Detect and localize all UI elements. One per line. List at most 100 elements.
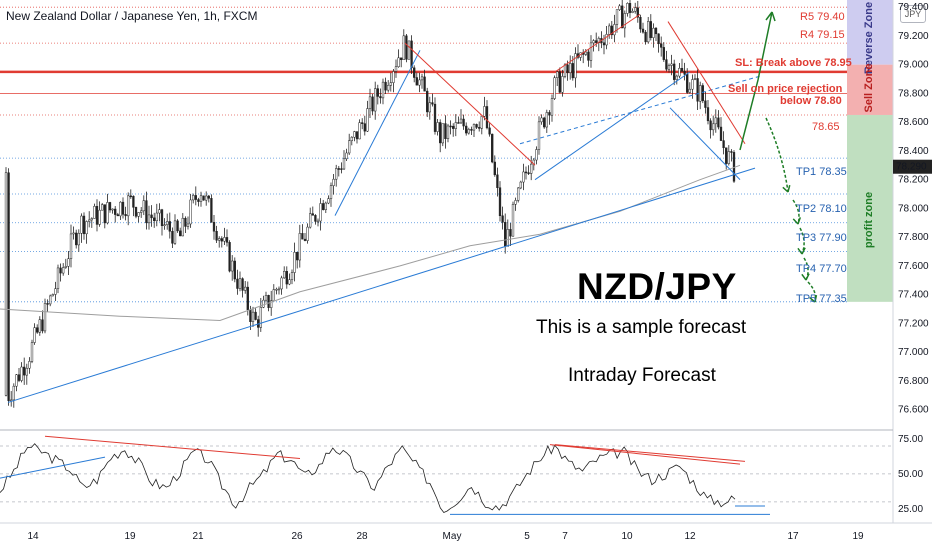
arrow-tp3-head [797,247,806,255]
candle-body [293,251,296,273]
zone-0 [847,0,893,65]
candle-body [501,215,504,223]
candle-body [267,295,270,308]
candle-body [322,203,325,210]
candle-body [519,181,522,189]
price-tick-label: 76.800 [898,376,929,387]
wedge-upper-line [554,13,641,73]
candle-body [441,123,444,144]
price-tick-label: 79.400 [898,2,929,13]
candle-body [701,85,704,102]
candle-body [662,47,665,60]
candle-body [186,223,190,227]
candle-body [402,35,405,60]
candle-body [15,374,18,387]
time-tick-label: 28 [356,531,368,542]
candle-body [384,81,387,91]
candle-body [478,127,481,129]
candle-body [530,163,533,174]
candle-body [400,57,403,60]
sell-zone-label: Sell Zone [863,64,875,113]
candle-body [550,98,554,116]
candle-body [231,260,234,272]
candle-body [353,131,356,138]
arrow-tp2 [792,199,800,225]
candle-body [329,185,333,199]
candle-body [652,27,655,38]
candle-body [605,34,608,46]
candle-body [660,43,663,48]
candle-body [82,215,86,235]
candle-body [59,267,62,274]
candle-body [459,118,463,124]
candle-body [12,385,15,401]
candle-body [407,40,411,60]
arrow-tp3 [799,227,805,255]
currency-badge[interactable]: JPY [900,5,926,23]
candle-body [389,82,392,86]
candle-body [142,200,145,212]
candle-body [584,51,587,55]
level-tp2-label: TP2 78.10 [796,203,847,215]
candle-body [691,79,694,90]
time-tick-label: May [443,531,462,542]
candle-body [498,187,502,217]
candle-body [426,90,429,113]
candle-body [410,40,413,69]
candle-body [272,289,275,301]
candle-body [184,217,187,227]
candle-body [277,288,281,291]
candle-body [433,103,437,132]
zone-2 [847,114,893,302]
candle-body [298,233,301,261]
candle-body [452,125,455,129]
candle-body [41,319,44,332]
candle-body [561,76,564,93]
candle-body [717,117,720,128]
candle-body [132,195,135,208]
candle-body [535,149,538,161]
candle-body [569,63,572,73]
candle-body [504,222,507,247]
candles [4,0,736,408]
candle-body [249,309,252,322]
candle-body [150,214,153,219]
candle-body [137,212,140,217]
candle-body [667,65,671,70]
candle-body [4,172,8,396]
reversal-arrow [739,11,773,151]
candle-body [472,124,476,131]
candle-body [524,171,528,174]
candle-body [306,226,309,241]
time-tick-label: 19 [124,531,136,542]
level-r5-label: R5 79.40 [800,11,845,23]
candle-body [415,77,418,86]
candle-body [72,232,75,235]
candle-body [688,88,691,93]
candle-body [654,27,658,35]
time-tick-label: 14 [27,531,39,542]
price-tick-label: 77.000 [898,347,929,358]
candle-body [621,5,624,29]
candle-body [114,208,117,215]
candle-body [350,136,353,142]
trend-lines [0,13,761,403]
candle-body [49,295,52,305]
candle-body [355,131,359,140]
candle-body [207,195,210,199]
candle-body [673,63,676,80]
arrow-tp2-head [792,217,802,225]
price-tick-label: 78.800 [898,88,929,99]
candle-body [446,125,450,140]
candle-body [95,206,99,225]
candle-body [418,79,421,86]
price-tick-label: 76.600 [898,405,929,416]
candle-body [639,17,642,30]
candle-body [124,214,127,217]
candle-body [43,303,47,332]
candle-body [202,195,205,201]
candle-body [155,212,158,222]
candle-body [381,81,385,99]
